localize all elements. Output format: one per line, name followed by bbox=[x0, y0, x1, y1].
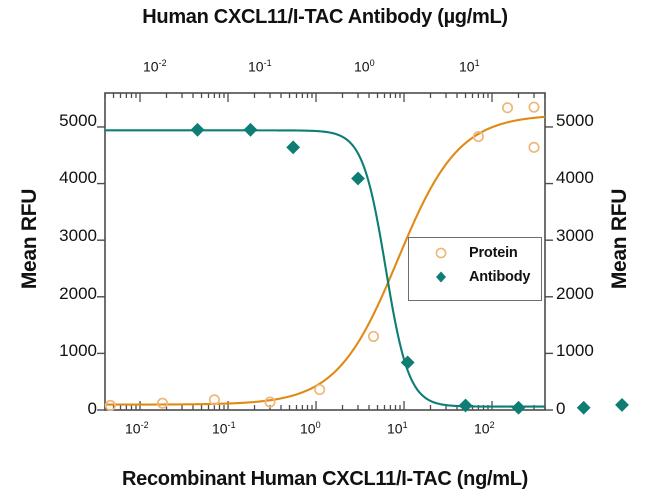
bottom-tick-label-0: 10-2 bbox=[125, 420, 149, 437]
top-axis-title: Human CXCL11/I-TAC Antibody (µg/mL) bbox=[142, 6, 508, 28]
y-tick-label-right-5000: 5000 bbox=[556, 111, 594, 130]
antibody-data-point bbox=[351, 171, 365, 186]
bottom-axis-title: Recombinant Human CXCL11/I-TAC (ng/mL) bbox=[121, 468, 529, 490]
protein-data-point bbox=[264, 396, 276, 408]
curve-layer bbox=[105, 115, 546, 408]
protein-data-point bbox=[104, 399, 116, 412]
y-tick-label-right-4000: 4000 bbox=[556, 168, 594, 187]
bottom-tick-label-4: 102 bbox=[474, 420, 495, 437]
bottom-tick-label-3: 101 bbox=[387, 420, 408, 437]
protein-data-point bbox=[367, 330, 380, 342]
antibody-data-point bbox=[243, 122, 258, 137]
legend-label-protein: Protein bbox=[469, 245, 518, 261]
y-tick-label-left-5000: 5000 bbox=[59, 111, 97, 130]
legend-box: Protein Antibody bbox=[408, 237, 542, 301]
protein-data-point bbox=[528, 141, 540, 153]
protein-data-point bbox=[528, 101, 540, 113]
top-tick-label-3: 101 bbox=[459, 58, 480, 75]
top-tick-label-2: 100 bbox=[354, 58, 375, 75]
protein-data-point bbox=[208, 394, 220, 406]
y-tick-label-right-2000: 2000 bbox=[556, 284, 594, 303]
top-tick-label-0: 10-2 bbox=[143, 58, 167, 75]
antibody-data-point bbox=[190, 122, 205, 137]
y-tick-label-right-1000: 1000 bbox=[556, 341, 594, 360]
protein-data-point bbox=[472, 131, 484, 143]
points-layer bbox=[104, 101, 629, 415]
legend-marker-antibody bbox=[436, 271, 446, 283]
axes-layer bbox=[97, 92, 553, 411]
bottom-tick-label-1: 10-1 bbox=[212, 420, 236, 437]
y-tick-label-left-3000: 3000 bbox=[59, 226, 97, 245]
legend-markers bbox=[435, 247, 447, 283]
legend-label-antibody: Antibody bbox=[469, 269, 531, 285]
antibody-data-point bbox=[400, 355, 415, 370]
antibody-data-point bbox=[576, 400, 591, 415]
protein-data-point bbox=[156, 397, 169, 409]
legend-marker-protein bbox=[435, 247, 447, 259]
antibody-data-point bbox=[615, 398, 629, 412]
antibody-fit-curve bbox=[105, 129, 545, 408]
y-tick-label-left-0: 0 bbox=[87, 399, 97, 418]
protein-fit-curve bbox=[105, 115, 546, 406]
y-tick-label-right-0: 0 bbox=[556, 399, 566, 418]
protein-data-point bbox=[314, 384, 326, 396]
top-tick-label-1: 10-1 bbox=[248, 58, 272, 75]
antibody-data-point bbox=[511, 400, 526, 415]
y-tick-label-right-3000: 3000 bbox=[556, 226, 594, 245]
y-tick-label-left-4000: 4000 bbox=[59, 168, 97, 187]
bottom-tick-label-2: 100 bbox=[300, 420, 321, 437]
y-tick-label-left-1000: 1000 bbox=[59, 341, 97, 360]
antibody-data-point bbox=[458, 398, 473, 413]
protein-data-point bbox=[501, 102, 514, 114]
antibody-data-point bbox=[286, 140, 301, 155]
y-tick-label-left-2000: 2000 bbox=[59, 284, 97, 303]
